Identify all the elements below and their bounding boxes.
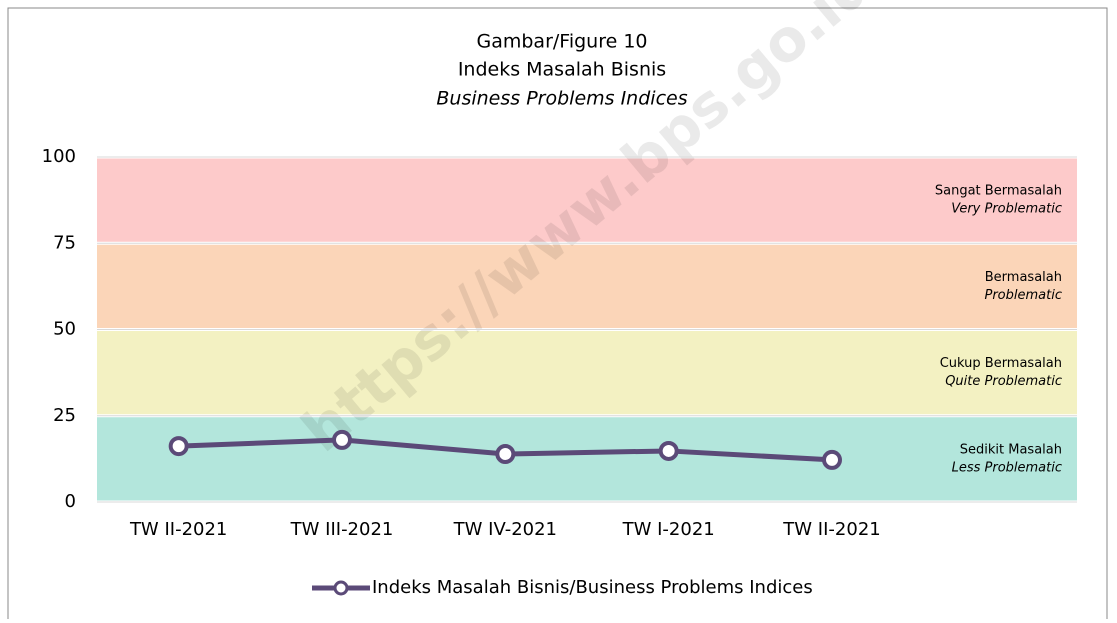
- x-tick-label: TW I-2021: [622, 519, 715, 540]
- chart-title: Gambar/Figure 10: [476, 31, 647, 53]
- band-label: Cukup Bermasalah: [940, 356, 1062, 371]
- band-label-en: Quite Problematic: [945, 374, 1062, 389]
- band-label-en: Less Problematic: [952, 460, 1062, 475]
- point: [332, 429, 352, 450]
- x-tick-label: TW II-2021: [129, 519, 227, 540]
- band-label-en: Very Problematic: [951, 202, 1062, 217]
- x-tick-label: TW IV-2021: [453, 519, 557, 540]
- band: [97, 158, 1077, 242]
- chart-border: [7, 7, 1108, 619]
- legend-marker: [333, 580, 349, 596]
- chart-title: Indeks Masalah Bisnis: [458, 59, 666, 81]
- x-tick-label: TW II-2021: [782, 519, 880, 540]
- point: [822, 449, 842, 470]
- legend-label: Indeks Masalah Bisnis/Business Problems …: [372, 577, 813, 598]
- y-tick-label: 100: [42, 146, 76, 167]
- point: [658, 440, 679, 461]
- point: [168, 436, 189, 457]
- point: [495, 444, 516, 465]
- band-label-en: Problematic: [985, 288, 1063, 303]
- band-label: Sedikit Masalah: [960, 442, 1062, 457]
- chart-subtitle: Business Problems Indices: [436, 88, 687, 110]
- y-tick-label: 50: [53, 319, 76, 340]
- band-label: Bermasalah: [985, 270, 1062, 285]
- band: [97, 331, 1077, 415]
- band: [97, 244, 1077, 328]
- y-tick-label: 0: [65, 491, 76, 512]
- band: [97, 417, 1077, 501]
- y-tick-label: 25: [53, 405, 76, 426]
- x-tick-label: TW III-2021: [290, 519, 394, 540]
- y-tick-label: 75: [53, 232, 76, 253]
- band-label: Sangat Bermasalah: [935, 184, 1062, 199]
